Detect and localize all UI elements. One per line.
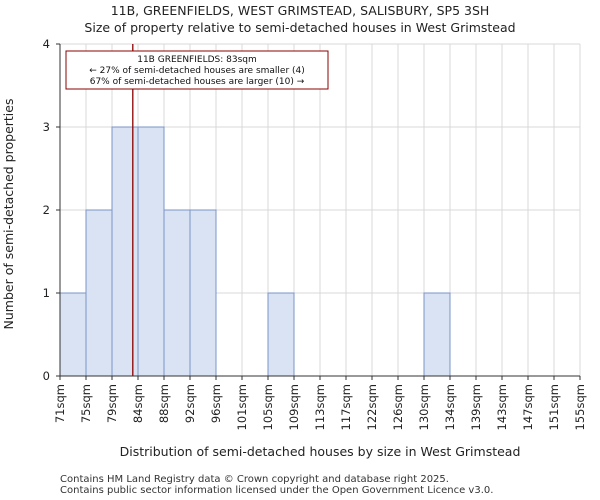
- footer-line-2: Contains public sector information licen…: [60, 485, 494, 496]
- chart-subtitle: Size of property relative to semi-detach…: [84, 20, 516, 35]
- y-tick-label: 4: [43, 37, 50, 51]
- annotation-line: 11B GREENFIELDS: 83sqm: [137, 55, 257, 65]
- x-tick-label: 130sqm: [417, 384, 431, 430]
- annotation-line: ← 27% of semi-detached houses are smalle…: [89, 66, 305, 76]
- x-tick-label: 117sqm: [339, 384, 353, 430]
- bar: [85, 209, 113, 377]
- y-ticks: 0 1 2 3 4: [43, 37, 60, 383]
- chart-title: 11B, GREENFIELDS, WEST GRIMSTEAD, SALISB…: [110, 3, 490, 18]
- x-tick-label: 109sqm: [287, 384, 301, 430]
- x-tick-label: 84sqm: [131, 384, 145, 423]
- bar: [267, 292, 295, 377]
- x-tick-label: 122sqm: [365, 384, 379, 430]
- x-tick-label: 143sqm: [495, 384, 509, 430]
- footer-line-1: Contains HM Land Registry data © Crown c…: [60, 474, 449, 485]
- x-tick-label: 79sqm: [105, 384, 119, 423]
- bar: [59, 292, 87, 377]
- y-tick-label: 1: [43, 286, 50, 300]
- bar: [111, 126, 139, 377]
- y-axis-label: Number of semi-detached properties: [1, 99, 16, 330]
- bar: [423, 292, 451, 377]
- annotation-line: 67% of semi-detached houses are larger (…: [90, 77, 305, 87]
- bar: [189, 209, 217, 377]
- x-tick-label: 92sqm: [183, 384, 197, 423]
- x-tick-label: 113sqm: [313, 384, 327, 430]
- x-tick-label: 96sqm: [209, 384, 223, 423]
- x-tick-label: 105sqm: [261, 384, 275, 430]
- x-tick-label: 151sqm: [547, 384, 561, 430]
- x-ticks: 71sqm 75sqm 79sqm 84sqm 88sqm 92sqm 96sqm 101sq…: [53, 376, 587, 430]
- marker-group: 11B GREENFIELDS: 83sqm← 27% of semi-deta…: [65, 44, 329, 376]
- bars: [59, 126, 451, 377]
- x-tick-label: 126sqm: [391, 384, 405, 430]
- x-tick-label: 71sqm: [53, 384, 67, 423]
- y-tick-label: 3: [43, 120, 50, 134]
- bar: [137, 126, 165, 377]
- x-axis-label: Distribution of semi-detached houses by …: [120, 444, 521, 459]
- x-tick-label: 147sqm: [521, 384, 535, 430]
- x-tick-label: 155sqm: [573, 384, 587, 430]
- x-tick-label: 75sqm: [79, 384, 93, 423]
- bar: [163, 209, 191, 377]
- x-tick-label: 88sqm: [157, 384, 171, 423]
- y-tick-label: 0: [43, 369, 50, 383]
- x-tick-label: 139sqm: [469, 384, 483, 430]
- x-tick-label: 134sqm: [443, 384, 457, 430]
- y-tick-label: 2: [43, 203, 50, 217]
- x-tick-label: 101sqm: [235, 384, 249, 430]
- annotation-box: [65, 50, 329, 90]
